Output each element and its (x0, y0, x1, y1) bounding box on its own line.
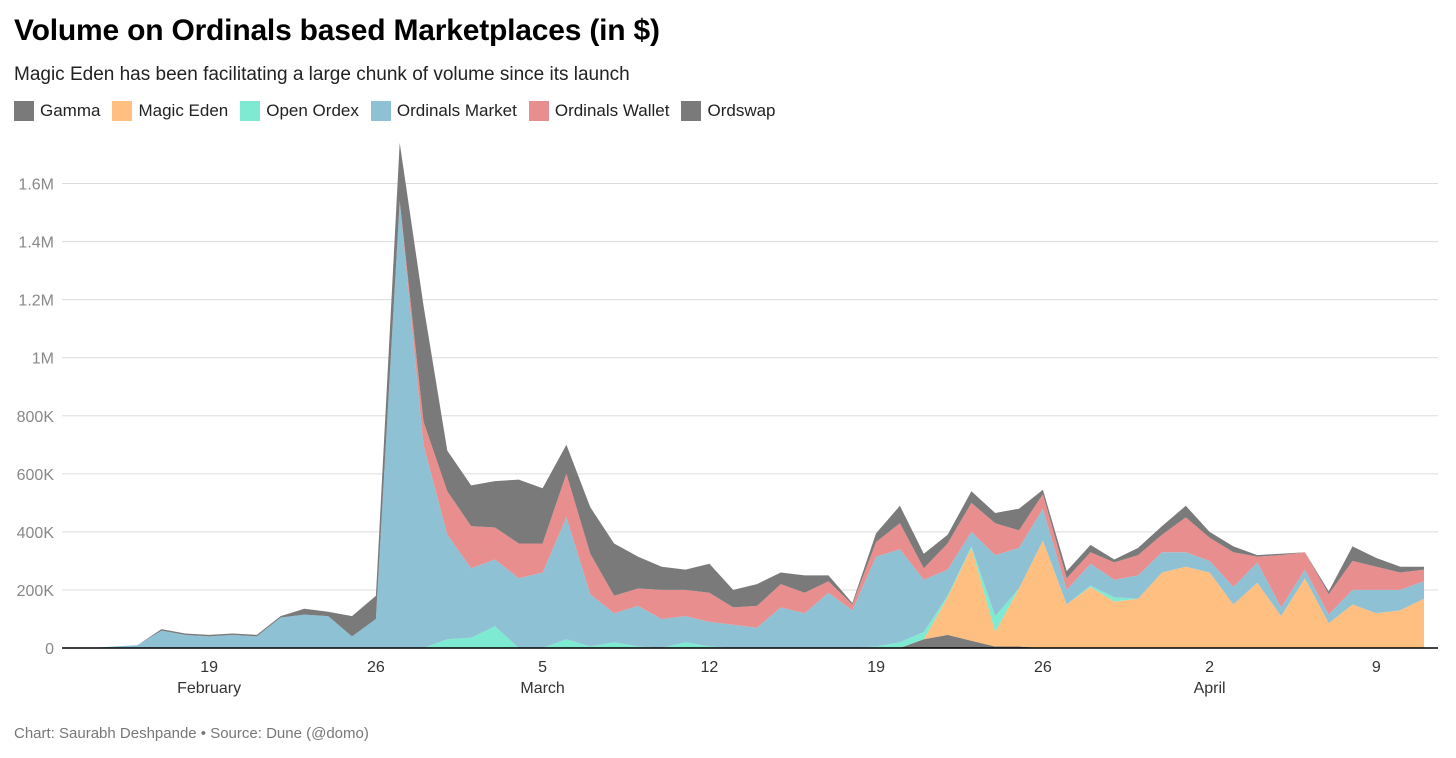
x-tick-label: 9 (1372, 659, 1381, 676)
x-tick-label: 26 (1034, 659, 1052, 676)
legend-swatch-ordswap (681, 101, 702, 121)
x-tick-label: 12 (700, 659, 718, 676)
legend: Gamma Magic Eden Open Ordex Ordinals Mar… (14, 101, 788, 121)
y-tick-label: 400K (17, 525, 55, 542)
legend-swatch-open-ordex (240, 101, 261, 121)
legend-item-magic-eden: Magic Eden (112, 101, 228, 121)
y-tick-label: 1.2M (18, 293, 54, 310)
legend-label-magic-eden: Magic Eden (138, 101, 229, 120)
x-tick-label: 26 (367, 659, 385, 676)
y-tick-label: 200K (17, 583, 55, 600)
x-tick-label: 19 (867, 659, 885, 676)
chart-title: Volume on Ordinals based Marketplaces (i… (14, 14, 660, 47)
legend-swatch-ordinals-wallet (528, 101, 549, 121)
x-tick-label: 2 (1205, 659, 1214, 676)
y-tick-label: 600K (17, 467, 55, 484)
y-tick-label: 800K (17, 409, 55, 426)
area-ordinals-market (90, 201, 1424, 648)
legend-swatch-gamma (14, 101, 34, 121)
axes: 0 200K 400K 600K 800K 1M 1.2M 1.4M 1.6M 19 Februar… (17, 177, 1438, 697)
area-series (90, 142, 1424, 648)
legend-item-ordinals-market: Ordinals Market (370, 101, 517, 121)
legend-swatch-ordinals-market (370, 101, 391, 121)
legend-item-ordinals-wallet: Ordinals Wallet (528, 101, 670, 121)
y-tick-label: 1.6M (18, 177, 54, 194)
x-tick-label: 5 (538, 659, 547, 676)
legend-label-ordinals-market: Ordinals Market (396, 101, 517, 120)
legend-item-ordswap: Ordswap (681, 101, 776, 121)
x-tick-label: 19 (200, 659, 218, 676)
legend-label-ordswap: Ordswap (707, 101, 776, 120)
legend-item-open-ordex: Open Ordex (240, 101, 359, 121)
legend-label-ordinals-wallet: Ordinals Wallet (554, 101, 670, 120)
chart-subtitle: Magic Eden has been facilitating a large… (14, 64, 630, 85)
legend-swatch-magic-eden (112, 101, 133, 121)
x-month-label: February (177, 680, 241, 697)
chart-source-note: Chart: Saurabh Deshpande • Source: Dune … (14, 725, 369, 742)
legend-item-gamma: Gamma (14, 101, 100, 121)
area-magic-eden (90, 540, 1424, 648)
legend-label-gamma: Gamma (40, 101, 101, 120)
x-month-label: April (1194, 680, 1226, 697)
y-tick-label: 1M (32, 351, 54, 368)
x-month-label: March (520, 680, 564, 697)
y-tick-label: 0 (45, 641, 54, 658)
grid-lines (62, 183, 1438, 591)
y-tick-label: 1.4M (18, 235, 54, 252)
legend-label-open-ordex: Open Ordex (266, 101, 359, 120)
